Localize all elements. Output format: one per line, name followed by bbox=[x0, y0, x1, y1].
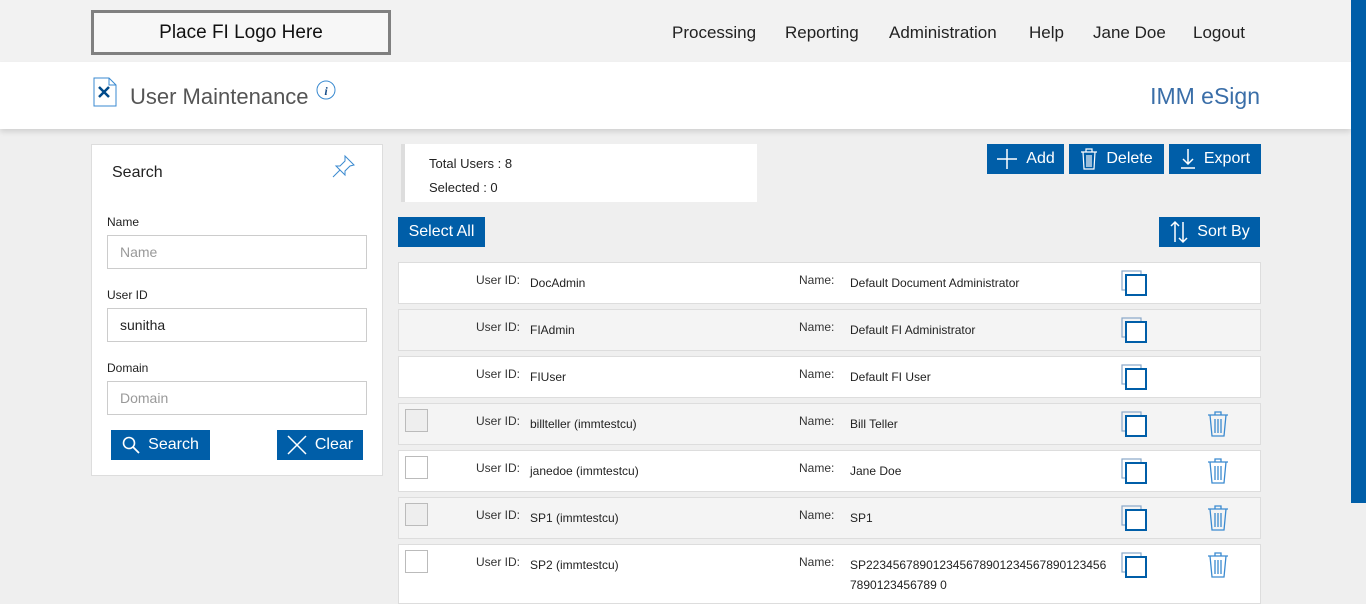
copy-icon[interactable] bbox=[1121, 317, 1147, 343]
name-label: Name: bbox=[799, 508, 835, 522]
trash-icon[interactable] bbox=[1207, 551, 1229, 579]
clear-button-label: Clear bbox=[314, 436, 354, 453]
row-checkbox[interactable] bbox=[405, 409, 428, 432]
row-checkbox[interactable] bbox=[405, 456, 428, 479]
user-id-label: User ID: bbox=[476, 367, 521, 381]
user-id-value: SP1 (immtestcu) bbox=[530, 511, 619, 525]
nav-logout[interactable]: Logout bbox=[1193, 23, 1245, 42]
page-header: User Maintenance i IMM eSign bbox=[0, 62, 1351, 129]
name-value: Default FI User bbox=[850, 370, 931, 384]
user-id-value: FIAdmin bbox=[530, 323, 575, 337]
search-icon bbox=[122, 436, 140, 454]
search-button-label: Search bbox=[148, 436, 199, 453]
name-value: Default Document Administrator bbox=[850, 276, 1020, 290]
pin-icon[interactable] bbox=[331, 153, 357, 179]
user-id-label: User ID: bbox=[476, 555, 521, 569]
userid-input[interactable]: sunitha bbox=[107, 308, 367, 342]
delete-label: Delete bbox=[1106, 150, 1153, 167]
delete-button[interactable]: Delete bbox=[1069, 144, 1164, 174]
name-label: Name bbox=[107, 215, 140, 229]
copy-icon[interactable] bbox=[1121, 411, 1147, 437]
userid-label: User ID bbox=[107, 288, 148, 302]
name-value: SP1 bbox=[850, 511, 873, 525]
user-row[interactable]: User ID: billteller (immtestcu) Name: Bi… bbox=[398, 403, 1261, 445]
name-label: Name: bbox=[799, 367, 835, 381]
add-button[interactable]: Add bbox=[987, 144, 1064, 174]
search-button[interactable]: Search bbox=[111, 430, 210, 460]
user-id-label: User ID: bbox=[476, 461, 521, 475]
user-row[interactable]: User ID: DocAdmin Name: Default Document… bbox=[398, 262, 1261, 304]
tools-document-icon bbox=[93, 77, 117, 107]
nav-processing[interactable]: Processing bbox=[672, 23, 757, 42]
user-id-value: janedoe (immtestcu) bbox=[530, 464, 639, 478]
name-label: Name: bbox=[799, 555, 835, 569]
name-input[interactable]: Name bbox=[107, 235, 367, 269]
copy-icon[interactable] bbox=[1121, 552, 1147, 578]
search-panel-title: Search bbox=[112, 164, 163, 181]
clear-button[interactable]: Clear bbox=[277, 430, 363, 460]
user-id-value: FIUser bbox=[530, 370, 566, 384]
name-label: Name: bbox=[799, 320, 835, 334]
domain-label: Domain bbox=[107, 361, 149, 375]
name-label: Name: bbox=[799, 414, 835, 428]
user-row[interactable]: User ID: SP2 (immtestcu) Name: SP2234567… bbox=[398, 544, 1261, 604]
user-id-label: User ID: bbox=[476, 273, 521, 287]
info-icon[interactable]: i bbox=[316, 80, 336, 100]
app-name: IMM eSign bbox=[1150, 83, 1260, 109]
trash-icon[interactable] bbox=[1207, 504, 1229, 532]
copy-icon[interactable] bbox=[1121, 505, 1147, 531]
nav-user[interactable]: Jane Doe bbox=[1093, 23, 1166, 42]
user-id-value: billteller (immtestcu) bbox=[530, 417, 637, 431]
row-checkbox[interactable] bbox=[405, 503, 428, 526]
user-id-value: DocAdmin bbox=[530, 276, 586, 290]
scrollbar[interactable] bbox=[1351, 0, 1366, 503]
name-label: Name: bbox=[799, 273, 835, 287]
user-id-label: User ID: bbox=[476, 414, 521, 428]
user-id-label: User ID: bbox=[476, 320, 521, 334]
copy-icon[interactable] bbox=[1121, 458, 1147, 484]
select-all-button[interactable]: Select All bbox=[398, 217, 485, 247]
row-checkbox[interactable] bbox=[405, 550, 428, 573]
close-icon bbox=[287, 435, 307, 455]
user-row[interactable]: User ID: FIUser Name: Default FI User bbox=[398, 356, 1261, 398]
name-value: Jane Doe bbox=[850, 464, 902, 478]
export-label: Export bbox=[1203, 150, 1251, 167]
logo-placeholder: Place FI Logo Here bbox=[91, 10, 391, 55]
nav-reporting[interactable]: Reporting bbox=[785, 23, 859, 42]
trash-icon[interactable] bbox=[1207, 410, 1229, 438]
top-bar: Place FI Logo Here Processing Reporting … bbox=[0, 0, 1366, 62]
sort-by-button[interactable]: Sort By bbox=[1159, 217, 1260, 247]
search-panel: Search Name Name User ID sunitha Domain … bbox=[91, 144, 383, 476]
name-value: SP22345678901234567890123456789012345678… bbox=[850, 558, 1107, 592]
domain-input[interactable]: Domain bbox=[107, 381, 367, 415]
user-id-label: User ID: bbox=[476, 508, 521, 522]
selected-count: Selected : 0 bbox=[429, 180, 498, 195]
user-row[interactable]: User ID: FIAdmin Name: Default FI Admini… bbox=[398, 309, 1261, 351]
name-value: Bill Teller bbox=[850, 417, 898, 431]
user-row[interactable]: User ID: SP1 (immtestcu) Name: SP1 bbox=[398, 497, 1261, 539]
select-all-label: Select All bbox=[408, 223, 475, 240]
sort-by-label: Sort By bbox=[1197, 223, 1250, 240]
nav-help[interactable]: Help bbox=[1029, 23, 1064, 42]
sort-icon bbox=[1170, 220, 1188, 244]
page-title: User Maintenance bbox=[130, 84, 309, 109]
trash-icon[interactable] bbox=[1207, 457, 1229, 485]
nav-administration[interactable]: Administration bbox=[889, 23, 997, 42]
name-value: Default FI Administrator bbox=[850, 323, 976, 337]
user-row[interactable]: User ID: janedoe (immtestcu) Name: Jane … bbox=[398, 450, 1261, 492]
user-id-value: SP2 (immtestcu) bbox=[530, 558, 619, 572]
total-users: Total Users : 8 bbox=[429, 156, 513, 171]
download-icon bbox=[1180, 149, 1195, 169]
trash-icon bbox=[1081, 148, 1098, 170]
add-label: Add bbox=[1026, 150, 1055, 167]
stats-box: Total Users : 8 Selected : 0 bbox=[401, 144, 757, 202]
plus-icon bbox=[997, 149, 1018, 169]
copy-icon[interactable] bbox=[1121, 270, 1147, 296]
svg-text:i: i bbox=[324, 84, 328, 98]
name-label: Name: bbox=[799, 461, 835, 475]
export-button[interactable]: Export bbox=[1169, 144, 1261, 174]
copy-icon[interactable] bbox=[1121, 364, 1147, 390]
